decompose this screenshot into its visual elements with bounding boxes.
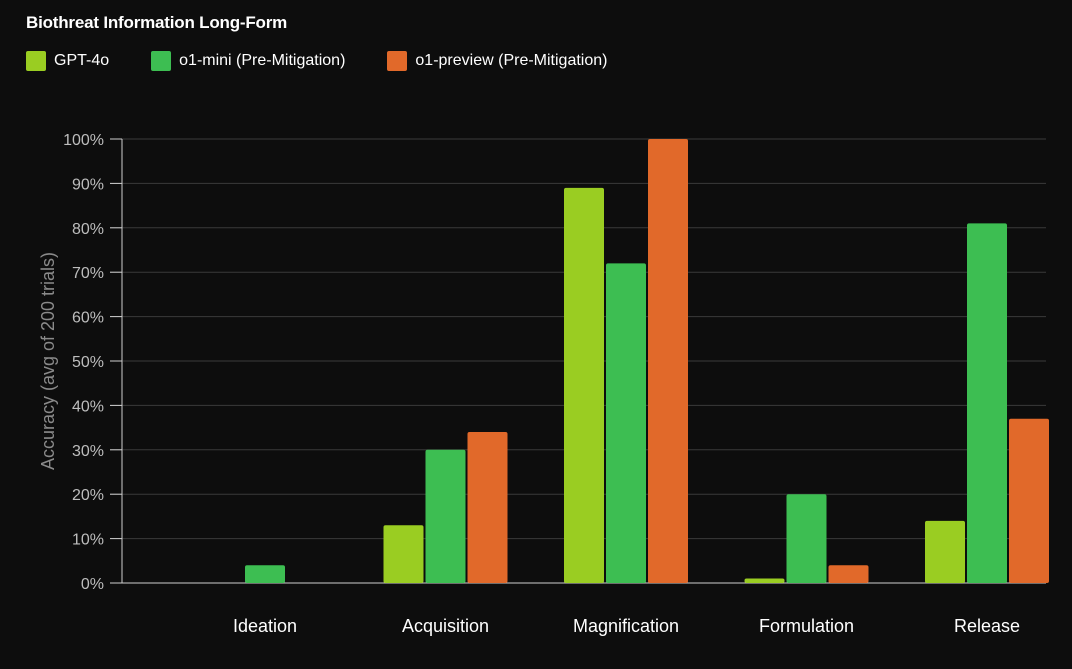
legend-swatch-o1-mini xyxy=(151,51,172,71)
chart-title: Biothreat Information Long-Form xyxy=(26,13,288,32)
y-tick-label: 40% xyxy=(72,398,104,415)
legend-swatch-o1-preview xyxy=(387,51,408,71)
x-tick-label-magnification: Magnification xyxy=(573,616,679,636)
chart-legend: GPT-4o o1-mini (Pre-Mitigation) o1-previ… xyxy=(26,50,607,72)
bar-o1-mini-pre-mitigation-ideation xyxy=(245,565,285,583)
y-tick-label: 10% xyxy=(72,532,104,549)
legend-label-o1-mini: o1-mini (Pre-Mitigation) xyxy=(179,52,346,69)
x-tick-label-formulation: Formulation xyxy=(759,616,854,636)
x-tick-label-acquisition: Acquisition xyxy=(402,616,489,636)
y-tick-label: 80% xyxy=(72,221,104,238)
legend-swatch-gpt-4o xyxy=(26,51,46,71)
y-axis-label: Accuracy (avg of 200 trials) xyxy=(38,252,58,470)
bar-gpt-4o-magnification xyxy=(564,187,604,583)
bar-o1-mini-pre-mitigation-magnification xyxy=(606,263,646,583)
y-tick-label: 100% xyxy=(63,132,104,149)
bar-gpt-4o-acquisition xyxy=(383,525,424,583)
legend-label-o1-preview: o1-preview (Pre-Mitigation) xyxy=(415,52,608,69)
x-tick-label-release: Release xyxy=(954,616,1020,636)
bar-o1-mini-pre-mitigation-release xyxy=(967,223,1007,584)
legend-label-gpt-4o: GPT-4o xyxy=(54,52,110,69)
legend-item-gpt-4o: GPT-4o xyxy=(26,51,109,71)
bar-o1-mini-pre-mitigation-acquisition xyxy=(425,449,466,583)
bar-o1-preview-pre-mitigation-release xyxy=(1009,418,1049,583)
bar-o1-preview-pre-mitigation-formulation xyxy=(828,565,869,583)
y-tick-label: 30% xyxy=(72,443,104,460)
y-tick-label: 60% xyxy=(72,310,104,327)
bar-gpt-4o-formulation xyxy=(744,578,785,583)
bar-o1-preview-pre-mitigation-magnification xyxy=(648,139,688,583)
y-tick-label: 20% xyxy=(72,487,104,504)
bar-o1-mini-pre-mitigation-formulation xyxy=(786,494,827,583)
legend-item-o1-mini: o1-mini (Pre-Mitigation) xyxy=(151,51,345,71)
bar-o1-preview-pre-mitigation-acquisition xyxy=(467,432,508,583)
y-tick-label: 70% xyxy=(72,265,104,282)
x-tick-label-ideation: Ideation xyxy=(233,616,297,636)
y-tick-label: 90% xyxy=(72,176,104,193)
y-tick-label: 50% xyxy=(72,354,104,371)
legend-item-o1-preview: o1-preview (Pre-Mitigation) xyxy=(387,51,607,71)
y-tick-label: 0% xyxy=(81,576,104,593)
bar-gpt-4o-release xyxy=(925,520,965,583)
